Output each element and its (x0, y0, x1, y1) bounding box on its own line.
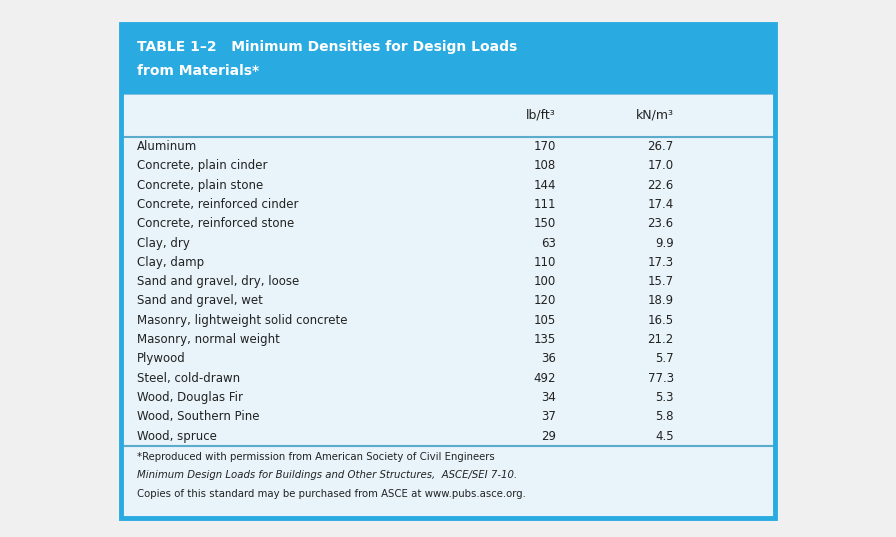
Text: 17.3: 17.3 (648, 256, 674, 269)
Text: 34: 34 (541, 391, 556, 404)
Text: kN/m³: kN/m³ (635, 109, 674, 122)
Text: Clay, damp: Clay, damp (137, 256, 204, 269)
Text: 29: 29 (541, 430, 556, 442)
Text: Steel, cold-drawn: Steel, cold-drawn (137, 372, 240, 384)
Text: 77.3: 77.3 (648, 372, 674, 384)
Text: 17.4: 17.4 (648, 198, 674, 211)
Text: Masonry, lightweight solid concrete: Masonry, lightweight solid concrete (137, 314, 348, 327)
Text: 5.8: 5.8 (655, 410, 674, 423)
Text: 21.2: 21.2 (648, 333, 674, 346)
Text: 135: 135 (534, 333, 556, 346)
Text: Minimum Design Loads for Buildings and Other Structures,  ASCE/SEI 7-10.: Minimum Design Loads for Buildings and O… (137, 470, 517, 481)
Text: 5.7: 5.7 (655, 352, 674, 365)
Text: 17.0: 17.0 (648, 159, 674, 172)
Text: from Materials*: from Materials* (137, 64, 259, 78)
Text: Masonry, normal weight: Masonry, normal weight (137, 333, 280, 346)
Text: Clay, dry: Clay, dry (137, 237, 190, 250)
Text: 492: 492 (533, 372, 556, 384)
Text: 22.6: 22.6 (648, 179, 674, 192)
Text: Concrete, reinforced stone: Concrete, reinforced stone (137, 217, 295, 230)
Text: Concrete, plain cinder: Concrete, plain cinder (137, 159, 268, 172)
Text: 16.5: 16.5 (648, 314, 674, 327)
Text: 36: 36 (541, 352, 556, 365)
Text: *Reproduced with permission from American Society of Civil Engineers: *Reproduced with permission from America… (137, 452, 495, 462)
Text: 63: 63 (541, 237, 556, 250)
Text: 4.5: 4.5 (655, 430, 674, 442)
Text: Concrete, plain stone: Concrete, plain stone (137, 179, 263, 192)
Text: Concrete, reinforced cinder: Concrete, reinforced cinder (137, 198, 298, 211)
Text: 150: 150 (534, 217, 556, 230)
Text: 37: 37 (541, 410, 556, 423)
Text: Sand and gravel, dry, loose: Sand and gravel, dry, loose (137, 275, 299, 288)
Text: 5.3: 5.3 (655, 391, 674, 404)
Text: Plywood: Plywood (137, 352, 185, 365)
Text: Sand and gravel, wet: Sand and gravel, wet (137, 294, 263, 308)
Text: Wood, Southern Pine: Wood, Southern Pine (137, 410, 260, 423)
Text: 120: 120 (533, 294, 556, 308)
Text: 110: 110 (533, 256, 556, 269)
Text: Wood, Douglas Fir: Wood, Douglas Fir (137, 391, 243, 404)
Text: Copies of this standard may be purchased from ASCE at www.pubs.asce.org.: Copies of this standard may be purchased… (137, 489, 526, 499)
Text: 100: 100 (534, 275, 556, 288)
Text: 105: 105 (534, 314, 556, 327)
Text: lb/ft³: lb/ft³ (526, 109, 556, 122)
Text: 108: 108 (534, 159, 556, 172)
Text: Wood, spruce: Wood, spruce (137, 430, 217, 442)
Text: 23.6: 23.6 (648, 217, 674, 230)
Text: 15.7: 15.7 (648, 275, 674, 288)
Text: 111: 111 (533, 198, 556, 211)
Text: 18.9: 18.9 (648, 294, 674, 308)
Text: Aluminum: Aluminum (137, 140, 197, 153)
Text: 170: 170 (533, 140, 556, 153)
Text: 26.7: 26.7 (648, 140, 674, 153)
Text: TABLE 1–2   Minimum Densities for Design Loads: TABLE 1–2 Minimum Densities for Design L… (137, 40, 517, 54)
Text: 144: 144 (533, 179, 556, 192)
Text: 9.9: 9.9 (655, 237, 674, 250)
